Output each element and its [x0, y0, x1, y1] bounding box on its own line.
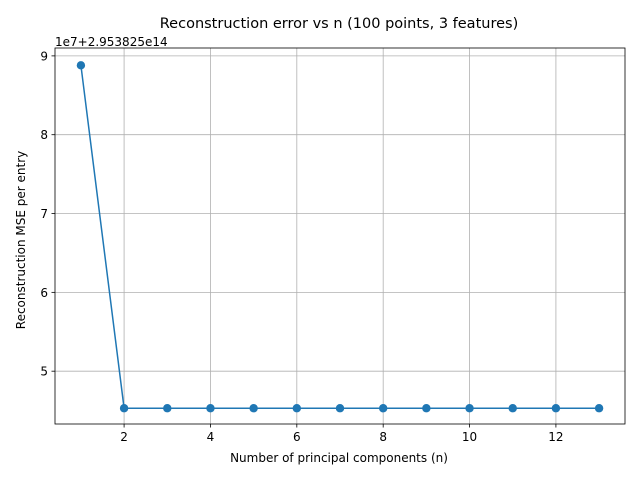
data-point — [465, 404, 474, 413]
data-point — [594, 404, 604, 413]
y-axis-label: Reconstruction MSE per entry — [14, 151, 28, 329]
x-tick-label: 4 — [207, 430, 215, 444]
y-tick-label: 6 — [40, 286, 48, 300]
y-tick-label: 8 — [40, 128, 48, 142]
grid — [55, 48, 625, 424]
chart-title: Reconstruction error vs n (100 points, 3… — [160, 16, 518, 32]
data-point — [422, 404, 431, 413]
plot-area-frame — [54, 47, 626, 425]
data-point — [335, 404, 345, 413]
data-point — [119, 404, 129, 413]
data-point — [249, 404, 258, 413]
data-point — [551, 404, 561, 413]
y-axis-ticks: 5 6 7 8 9 — [40, 49, 55, 379]
data-point — [163, 404, 172, 413]
data-point — [508, 404, 517, 413]
data-point — [378, 404, 388, 413]
y-offset-label: 1e7+2.953825e14 — [55, 35, 168, 49]
data-point — [76, 61, 86, 70]
series-line — [76, 61, 604, 413]
x-tick-label: 2 — [120, 430, 128, 444]
x-tick-label: 12 — [548, 430, 563, 444]
x-axis-ticks: 2 4 6 8 10 12 — [120, 424, 564, 444]
x-tick-label: 8 — [379, 430, 387, 444]
y-tick-label: 5 — [40, 365, 48, 379]
data-point — [292, 404, 302, 413]
y-tick-label: 9 — [40, 49, 48, 63]
x-axis-label: Number of principal components (n) — [230, 451, 448, 465]
y-tick-label: 7 — [40, 207, 48, 221]
x-tick-label: 6 — [293, 430, 301, 444]
x-tick-label: 10 — [462, 430, 477, 444]
data-point — [206, 404, 215, 413]
series-path — [80, 65, 600, 409]
